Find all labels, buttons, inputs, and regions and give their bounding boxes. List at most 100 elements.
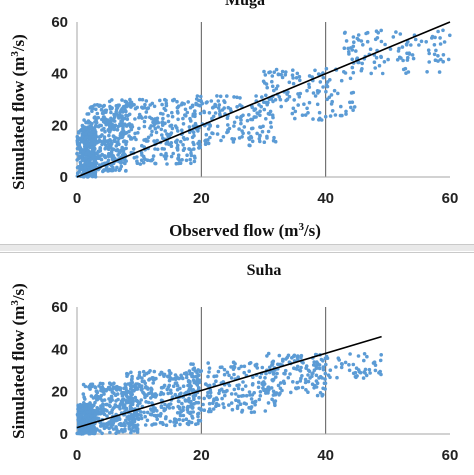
data-point — [251, 382, 255, 386]
data-point — [207, 366, 212, 370]
data-point — [216, 106, 221, 110]
data-point — [88, 171, 92, 176]
data-point — [303, 377, 308, 382]
data-point — [143, 381, 147, 386]
data-point — [337, 358, 342, 362]
data-point — [351, 35, 356, 39]
data-point — [144, 110, 149, 114]
data-point — [164, 423, 169, 427]
data-point — [307, 100, 312, 105]
data-point — [425, 70, 429, 74]
data-point — [187, 369, 192, 373]
data-point — [227, 403, 231, 407]
data-point — [171, 405, 175, 410]
data-point — [123, 99, 128, 104]
data-point — [274, 67, 279, 72]
data-point — [292, 98, 297, 102]
data-point — [104, 108, 109, 113]
data-point — [291, 106, 296, 111]
data-point — [85, 410, 89, 414]
data-point — [174, 161, 179, 166]
y-tick-label: 0 — [60, 426, 68, 443]
data-point — [291, 354, 296, 359]
data-point — [191, 124, 196, 128]
data-point — [156, 125, 160, 129]
data-point — [90, 164, 95, 169]
data-point — [343, 30, 347, 35]
data-point — [291, 81, 296, 86]
data-point — [168, 388, 173, 393]
data-point — [93, 172, 97, 177]
data-point — [272, 399, 276, 404]
data-point — [177, 417, 182, 422]
data-point — [160, 123, 165, 127]
fit-line — [76, 335, 382, 429]
data-point — [145, 418, 150, 423]
data-point — [221, 402, 225, 406]
data-point — [117, 137, 121, 141]
data-point — [441, 28, 445, 33]
data-point — [434, 48, 438, 53]
data-point — [162, 407, 166, 411]
data-point — [237, 127, 241, 131]
data-point — [258, 109, 262, 114]
data-point — [181, 116, 185, 121]
data-point — [179, 102, 184, 107]
data-point — [150, 393, 155, 397]
data-point — [279, 72, 284, 77]
data-point — [179, 375, 184, 379]
data-point — [242, 125, 247, 129]
data-point — [249, 410, 254, 415]
data-point — [379, 372, 383, 377]
data-point — [87, 163, 91, 167]
data-point — [432, 52, 437, 57]
data-point — [118, 110, 122, 115]
data-point — [142, 410, 146, 415]
data-point — [149, 386, 153, 391]
data-point — [277, 95, 282, 99]
data-point — [177, 376, 181, 381]
data-point — [318, 391, 323, 395]
data-point — [269, 386, 274, 390]
data-point — [169, 141, 174, 145]
data-point — [242, 364, 247, 369]
data-point — [92, 430, 97, 434]
data-point — [97, 135, 101, 139]
data-point — [225, 370, 230, 375]
data-point — [336, 91, 340, 96]
data-point — [347, 363, 351, 367]
data-point — [132, 429, 136, 433]
data-point — [127, 129, 131, 134]
data-point — [343, 360, 348, 365]
data-point — [129, 127, 134, 132]
data-point — [108, 430, 112, 435]
data-point — [99, 424, 103, 428]
data-point — [160, 102, 164, 107]
data-point — [318, 80, 323, 84]
data-point — [133, 117, 137, 121]
data-point — [240, 135, 244, 139]
data-point — [218, 109, 222, 113]
data-point — [332, 88, 337, 93]
data-point — [138, 162, 143, 166]
data-point — [347, 52, 351, 56]
data-point — [139, 416, 144, 421]
data-point — [109, 145, 113, 150]
data-point — [211, 114, 216, 119]
x-tick-label: 20 — [193, 447, 210, 464]
data-point — [365, 39, 370, 44]
data-point — [330, 109, 335, 113]
data-point — [160, 386, 164, 390]
data-point — [121, 139, 126, 144]
data-point — [93, 400, 97, 405]
data-point — [152, 139, 156, 143]
data-point — [155, 138, 159, 143]
data-point — [159, 404, 164, 408]
data-point — [101, 104, 105, 109]
data-point — [267, 365, 272, 370]
data-point — [115, 165, 119, 170]
muga-scatter-plot: Muga Observed flow (m3/s) Simulated flow… — [9, 0, 458, 240]
data-point — [196, 418, 201, 423]
data-point — [324, 89, 328, 94]
data-point — [84, 126, 88, 131]
